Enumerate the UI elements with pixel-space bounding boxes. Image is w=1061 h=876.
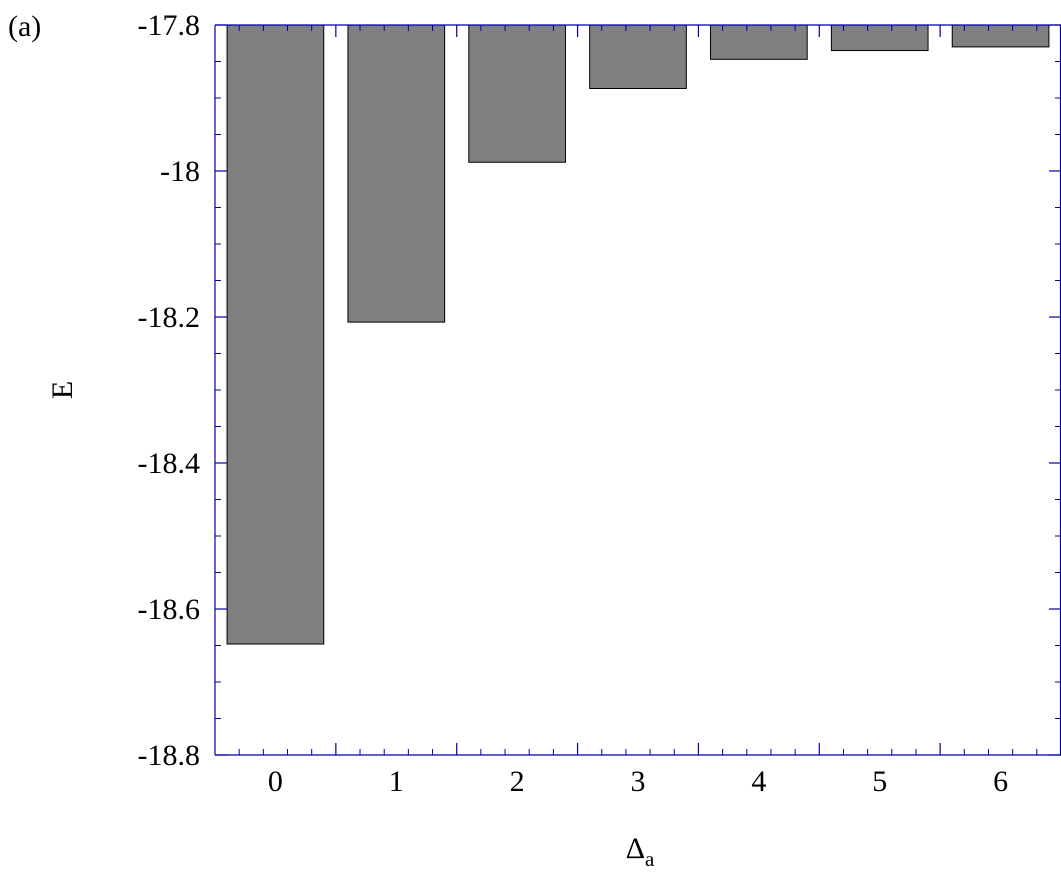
bars-group (226, 24, 1050, 645)
y-tick-label: -18 (160, 155, 200, 188)
x-tick-label: 6 (993, 765, 1008, 798)
y-tick-label: -18.4 (138, 447, 201, 480)
x-tick-label: 4 (751, 765, 766, 798)
x-tick-label: 2 (510, 765, 525, 798)
x-tick-label: 1 (389, 765, 404, 798)
bar-0 (226, 24, 325, 645)
y-tick-label: -17.8 (138, 9, 201, 42)
y-tick-label: -18.6 (138, 593, 201, 626)
x-axis-title: Δa (626, 832, 655, 871)
bar-2 (468, 24, 566, 163)
x-tick-label: 5 (872, 765, 887, 798)
bar-5 (830, 24, 929, 52)
bar-6 (951, 24, 1050, 48)
bar-4 (710, 24, 808, 60)
x-axis-title-main: Δ (626, 832, 645, 865)
x-tick-label: 0 (268, 765, 283, 798)
bar-1 (347, 24, 446, 323)
x-tick-labels: 0 1 2 3 4 5 6 (268, 765, 1008, 798)
x-tick-label: 3 (631, 765, 646, 798)
y-tick-label: -18.8 (138, 739, 201, 772)
x-axis-title-subscript: a (645, 847, 655, 871)
axes-group (214, 24, 1061, 756)
y-axis-title: E (46, 381, 79, 399)
panel-label: (a) (8, 10, 41, 43)
y-tick-label: -18.2 (138, 301, 201, 334)
y-tick-labels: -18.8 -18.6 -18.4 -18.2 -18 -17.8 (138, 9, 201, 772)
bar-3 (589, 24, 687, 90)
